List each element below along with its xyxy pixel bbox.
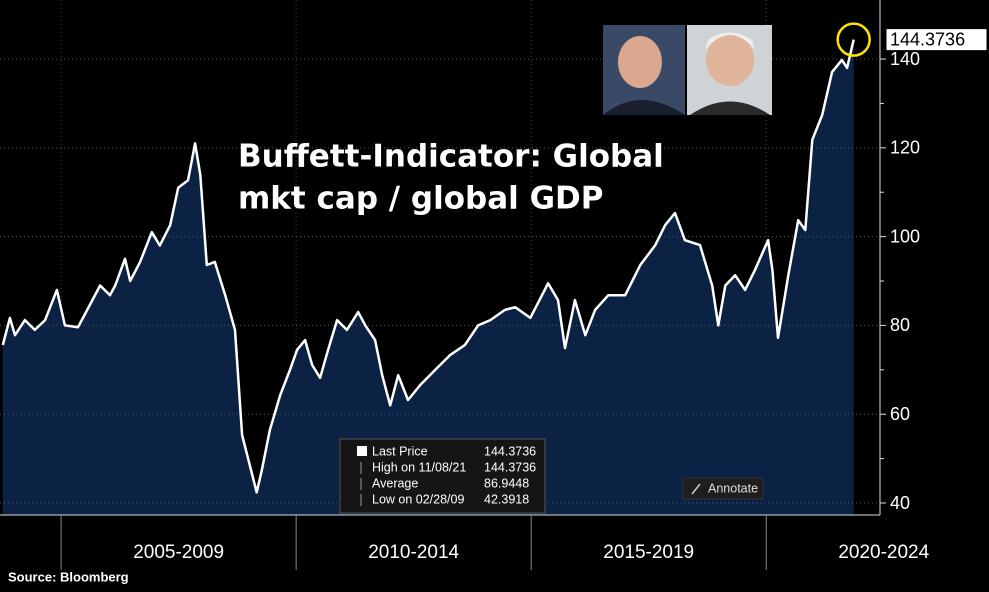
legend-value: 86.9448 — [484, 476, 529, 490]
source: Source: Bloomberg — [8, 569, 129, 584]
title-line: mkt cap / global GDP — [238, 181, 603, 217]
legend-box — [339, 438, 546, 514]
y-tick-label: 60 — [890, 404, 910, 424]
x-tick-label: 2020-2024 — [838, 542, 929, 563]
line — [1, 39, 855, 494]
photo-suit — [603, 100, 685, 115]
last-value-label: 144.3736 — [890, 29, 965, 49]
last-value-box — [885, 28, 988, 52]
x-tick-label: 2010-2014 — [368, 542, 459, 563]
legend-value: 144.3736 — [484, 460, 536, 474]
y-tick-label: 40 — [890, 493, 910, 513]
x-tick-label: 2005-2009 — [133, 542, 224, 563]
title-line: Buffett-Indicator: Global — [238, 139, 664, 175]
legend-value: 144.3736 — [484, 444, 536, 458]
legend: Last Price 144.3736 High on 11/08/21 144.37… — [339, 438, 546, 514]
photo-face — [618, 36, 662, 88]
photo-face — [706, 34, 754, 86]
legend-label: Low on 02/28/09 — [372, 492, 464, 506]
annotate-button-box[interactable] — [682, 477, 764, 500]
annotate-icon — [691, 483, 701, 495]
photo-hair — [705, 32, 755, 50]
last-point-highlight — [836, 22, 871, 57]
x-tick-label: 2015-2019 — [603, 542, 694, 563]
annotate-button[interactable]: Annotate — [682, 477, 764, 500]
photo-suit — [690, 101, 770, 115]
legend-swatch — [357, 446, 367, 456]
area — [2, 39, 854, 515]
legend-label: High on 11/08/21 — [372, 460, 466, 474]
y-tick-label: 140 — [890, 49, 920, 69]
legend-value: 42.3918 — [484, 492, 529, 506]
legend-label: Average — [372, 476, 418, 490]
y-tick-label: 120 — [890, 138, 920, 158]
annotate-label[interactable]: Annotate — [708, 481, 758, 495]
y-tick-label: 80 — [890, 315, 910, 335]
legend-label: Last Price — [372, 444, 428, 458]
photos — [603, 25, 772, 115]
y-tick-label: 100 — [890, 226, 920, 246]
